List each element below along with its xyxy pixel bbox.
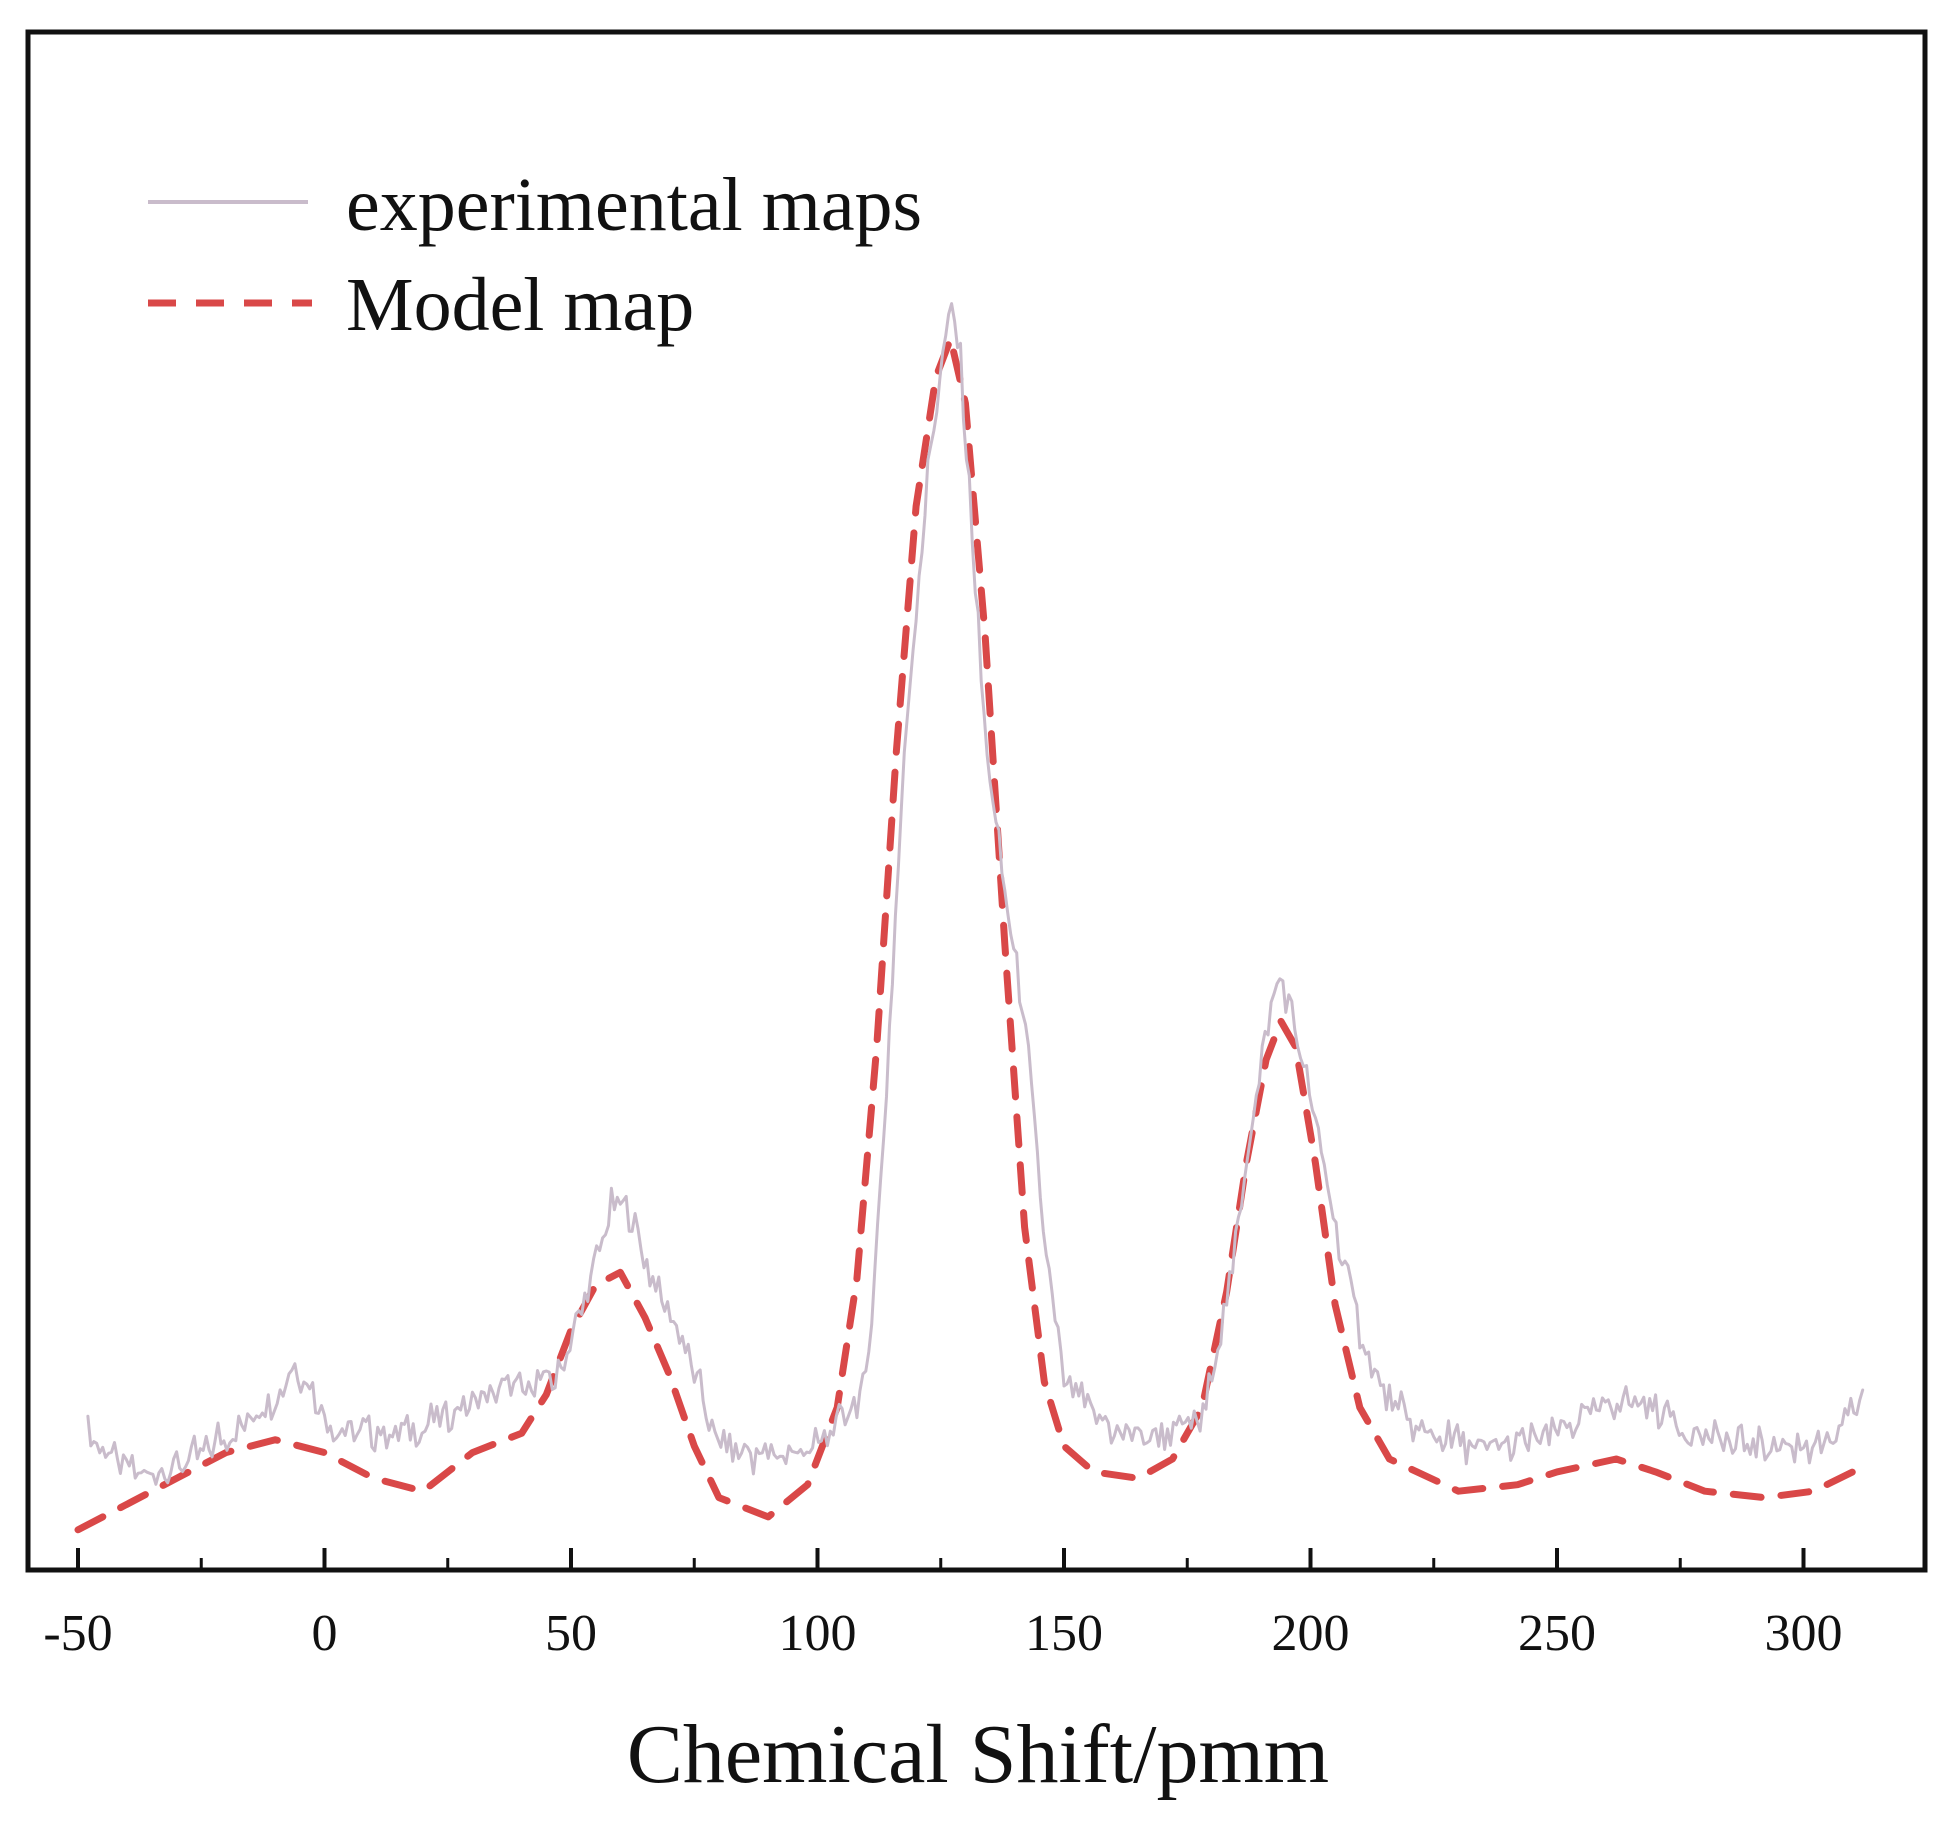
x-axis-label: Chemical Shift/pmm xyxy=(627,1708,1329,1801)
series-layer xyxy=(74,302,1865,1534)
legend-label-experimental: experimental maps xyxy=(346,163,922,247)
x-tick-label: -50 xyxy=(43,1605,112,1662)
x-tick-label: 200 xyxy=(1272,1605,1350,1662)
x-tick-label: 50 xyxy=(545,1605,597,1662)
legend-label-model: Model map xyxy=(346,263,694,347)
legend: experimental maps Model map xyxy=(148,163,922,347)
plot-frame xyxy=(25,29,1928,1573)
series-line-model-map xyxy=(74,335,1857,1534)
series-line-experimental-maps xyxy=(86,302,1865,1486)
x-tick-label: 0 xyxy=(312,1605,338,1662)
x-tick-label: 250 xyxy=(1518,1605,1596,1662)
x-axis-ticks: -50 0 50 100 150 200 250 300 xyxy=(43,1548,1843,1662)
x-tick-label: 100 xyxy=(779,1605,857,1662)
x-tick-label: 300 xyxy=(1765,1605,1843,1662)
x-tick-label: 150 xyxy=(1025,1605,1103,1662)
